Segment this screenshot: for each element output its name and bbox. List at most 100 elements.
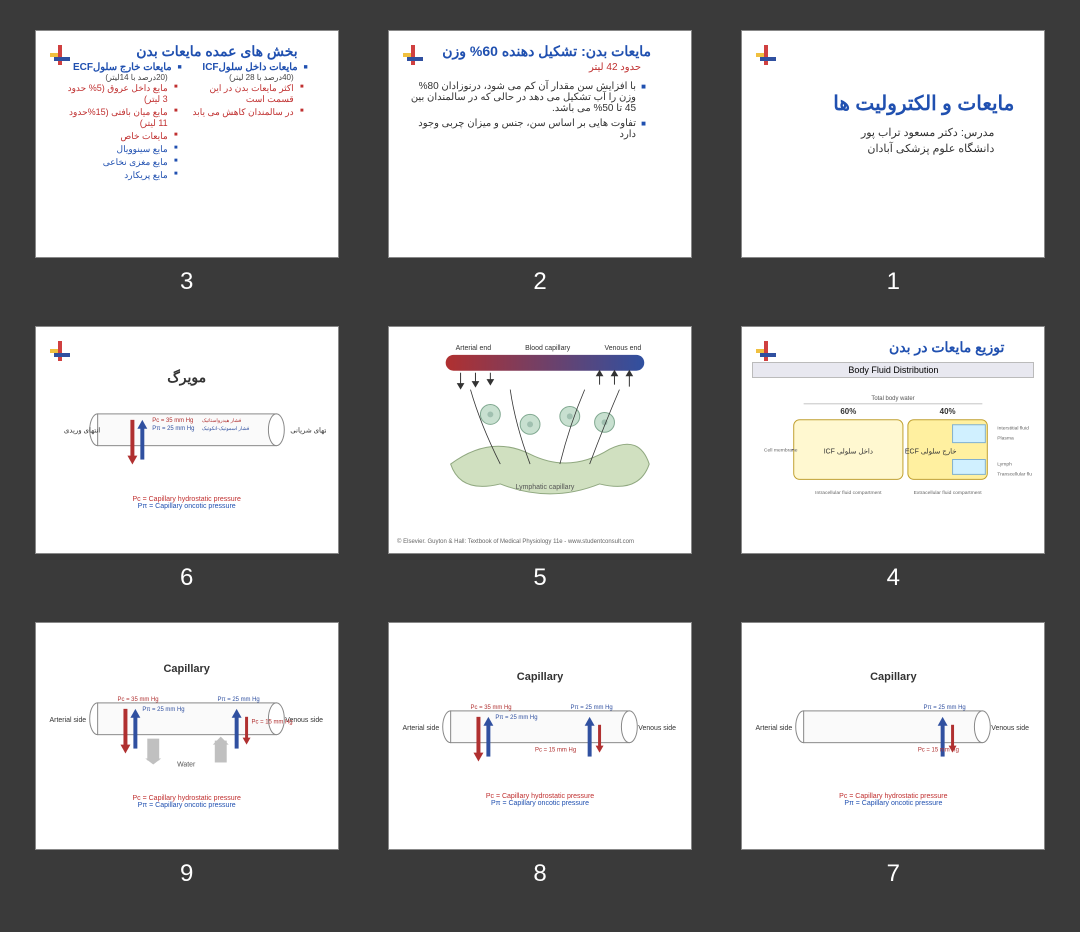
logo-icon <box>403 45 427 69</box>
col-item: اکثر مایعات بدن در این قسمت است <box>192 82 308 106</box>
bullet-item: با افزایش سن مقدار آن کم می شود، درنوزاد… <box>389 79 691 116</box>
slide-7[interactable]: Capillary Arterial side Venous side Pπ =… <box>741 622 1045 850</box>
col-ecf: مایعات خارج سلولECF (20درصد با 14لیتر) م… <box>66 62 182 182</box>
svg-text:ECF خارج سلولی: ECF خارج سلولی <box>905 448 957 456</box>
slide-number: 7 <box>887 860 900 888</box>
svg-text:Pc = 15 mm Hg: Pc = 15 mm Hg <box>918 748 959 754</box>
col-item: مایعات خاص <box>66 130 182 143</box>
distribution-diagram: Total body water 60% 40% ICF داخل سلولی … <box>742 382 1044 532</box>
slide-5[interactable]: Arterial end Blood capillary Venous end <box>388 326 692 554</box>
slide-4[interactable]: توزیع مایعات در بدن Body Fluid Distribut… <box>741 326 1045 554</box>
slide-number: 4 <box>887 564 900 592</box>
svg-text:Pπ = 25 mm Hg: Pπ = 25 mm Hg <box>571 705 613 711</box>
svg-text:60%: 60% <box>841 407 857 416</box>
capillary-diagram: Arterial side Venous side Pc = 35 mm Hg … <box>389 689 691 815</box>
slide-3[interactable]: بخش های عمده مایعات بدن مایعات داخل سلول… <box>35 30 339 258</box>
col-sub: (40درصد با 28 لیتر) <box>192 73 308 82</box>
svg-text:Plasma: Plasma <box>998 436 1015 442</box>
svg-text:Pc = 15 mm Hg: Pc = 15 mm Hg <box>535 748 576 754</box>
university-line: دانشگاه علوم پزشکی آبادان <box>742 142 1044 158</box>
svg-text:Pc = 35 mm Hg: Pc = 35 mm Hg <box>471 705 512 711</box>
capillary-title: Capillary <box>742 671 1044 683</box>
col-head: مایعات داخل سلولICF <box>192 62 308 73</box>
slide-number: 3 <box>180 268 193 296</box>
slide-1[interactable]: مایعات و الکترولیت ها مدرس: دکتر مسعود ت… <box>741 30 1045 258</box>
svg-text:انتهای وریدی: انتهای وریدی <box>64 427 100 435</box>
svg-text:Lymphatic capillary: Lymphatic capillary <box>516 484 575 491</box>
col-item: در سالمندان کاهش می یابد <box>192 106 308 119</box>
svg-text:Pπ = 25 mm Hg: Pπ = 25 mm Hg <box>924 705 966 711</box>
slide-wrap-8: Capillary Arterial side Venous side Pc =… <box>383 622 696 888</box>
capillary-title: Capillary <box>36 663 338 675</box>
logo-icon <box>756 341 780 365</box>
legend: Pc = Capillary hydrostatic pressure Pπ =… <box>48 496 326 510</box>
two-columns: مایعات داخل سلولICF (40درصد با 28 لیتر) … <box>36 62 338 182</box>
svg-text:Pc = 35 mm Hg: Pc = 35 mm Hg <box>117 697 158 703</box>
main-title: مایعات و الکترولیت ها <box>742 31 1044 126</box>
col-subitem: مایع پریکارد <box>66 169 182 182</box>
author-line: مدرس: دکتر مسعود تراب پور <box>742 126 1044 142</box>
capillary-diagram: Arterial side Venous side Pπ = 25 mm Hg … <box>742 689 1044 815</box>
svg-text:Pπ = 25 mm Hg: Pπ = 25 mm Hg <box>495 715 537 721</box>
logo-icon <box>50 341 74 365</box>
bullet-item: تفاوت هایی بر اساس سن، جنس و میزان چربی … <box>389 116 691 142</box>
copyright-footnote: © Elsevier. Guyton & Hall: Textbook of M… <box>389 537 691 547</box>
svg-text:Arterial side: Arterial side <box>756 725 793 732</box>
slide-8[interactable]: Capillary Arterial side Venous side Pc =… <box>388 622 692 850</box>
col-subitem: مایع سینوویال <box>66 143 182 156</box>
slide-9[interactable]: Capillary Arterial side Venous side Pc =… <box>35 622 339 850</box>
svg-text:Venous side: Venous side <box>992 725 1030 732</box>
svg-text:Venous side: Venous side <box>638 725 676 732</box>
svg-text:40%: 40% <box>940 407 956 416</box>
slide-title: بخش های عمده مایعات بدن <box>36 31 338 62</box>
svg-text:Interstitial fluid: Interstitial fluid <box>998 426 1030 432</box>
svg-text:فشار هیدرواستاتیک: فشار هیدرواستاتیک <box>202 418 242 424</box>
slide-number: 8 <box>533 860 546 888</box>
svg-text:Pc = 15 mm Hg: Pc = 15 mm Hg <box>251 720 292 726</box>
dist-header: Body Fluid Distribution <box>752 362 1034 378</box>
svg-text:Total body water: Total body water <box>872 396 915 402</box>
slide-wrap-3: بخش های عمده مایعات بدن مایعات داخل سلول… <box>30 30 343 296</box>
svg-text:Pπ = 25 mm Hg: Pπ = 25 mm Hg <box>152 426 194 432</box>
svg-text:Pc = 35 mm Hg: Pc = 35 mm Hg <box>152 418 193 424</box>
slide-wrap-7: Capillary Arterial side Venous side Pπ =… <box>737 622 1050 888</box>
svg-text:Arterial side: Arterial side <box>403 725 440 732</box>
svg-text:Water: Water <box>177 761 196 768</box>
capillary-diagram: Arterial side Venous side Pc = 35 mm Hg … <box>36 681 338 817</box>
slide-wrap-5: Arterial end Blood capillary Venous end <box>383 326 696 592</box>
slide-number: 1 <box>887 268 900 296</box>
legend: Pc = Capillary hydrostatic pressure Pπ =… <box>48 795 326 809</box>
slide-2[interactable]: مایعات بدن: تشکیل دهنده 60% وزن حدود 42 … <box>388 30 692 258</box>
col-head: مایعات خارج سلولECF <box>66 62 182 73</box>
svg-text:Pπ = 25 mm Hg: Pπ = 25 mm Hg <box>217 697 259 703</box>
svg-text:Intracellular fluid compartmen: Intracellular fluid compartment <box>815 490 882 496</box>
col-icf: مایعات داخل سلولICF (40درصد با 28 لیتر) … <box>192 62 308 182</box>
slide-number: 6 <box>180 564 193 592</box>
slide-wrap-9: Capillary Arterial side Venous side Pc =… <box>30 622 343 888</box>
svg-text:Transcellular fluid: Transcellular fluid <box>998 471 1033 477</box>
svg-text:انتهای شریانی: انتهای شریانی <box>290 427 326 435</box>
logo-icon <box>756 45 780 69</box>
svg-text:Extracellular fluid compartmen: Extracellular fluid compartment <box>914 490 983 496</box>
slide-number: 9 <box>180 860 193 888</box>
slide-subtitle: حدود 42 لیتر <box>389 62 691 79</box>
col-subitem: مایع مغزی نخاعی <box>66 156 182 169</box>
slide-wrap-2: مایعات بدن: تشکیل دهنده 60% وزن حدود 42 … <box>383 30 696 296</box>
slide-title: توزیع مایعات در بدن <box>742 327 1044 358</box>
col-item: مایع داخل عروق (5% حدود 3 لیتر) <box>66 82 182 106</box>
svg-text:Arterial side: Arterial side <box>49 717 86 724</box>
col-item: مایع میان بافتی (15%حدود 11 لیتر) <box>66 106 182 130</box>
svg-text:Venous end: Venous end <box>605 345 642 352</box>
slide-wrap-4: توزیع مایعات در بدن Body Fluid Distribut… <box>737 326 1050 592</box>
slide-6[interactable]: مویرگ انتهای وریدی انتهای شریانی Pc = 35… <box>35 326 339 554</box>
capillary-title: مویرگ <box>36 369 338 386</box>
slide-number: 2 <box>533 268 546 296</box>
svg-text:Pπ = 25 mm Hg: Pπ = 25 mm Hg <box>142 707 184 713</box>
svg-text:ICF داخل سلولی: ICF داخل سلولی <box>824 448 873 456</box>
slide-title: مایعات بدن: تشکیل دهنده 60% وزن <box>389 31 691 62</box>
capillary-diagram: انتهای وریدی انتهای شریانی Pc = 35 mm Hg… <box>36 392 338 518</box>
legend: Pc = Capillary hydrostatic pressure Pπ =… <box>401 793 679 807</box>
svg-text:Lymph: Lymph <box>998 461 1013 467</box>
svg-text:Cell membrane: Cell membrane <box>764 448 798 454</box>
slide-wrap-6: مویرگ انتهای وریدی انتهای شریانی Pc = 35… <box>30 326 343 592</box>
